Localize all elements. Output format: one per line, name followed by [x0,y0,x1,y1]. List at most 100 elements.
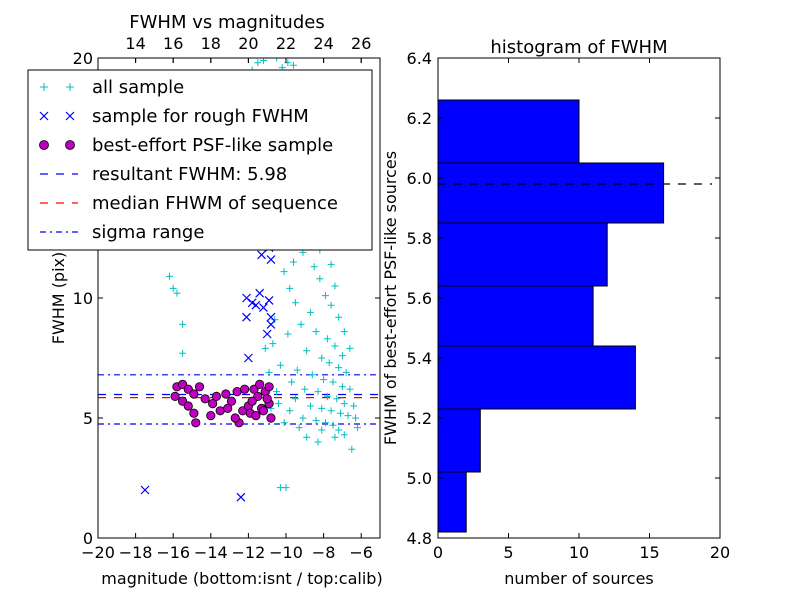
point-+-0-38 [321,292,329,300]
point-+-0-98 [286,407,294,415]
histogram-x-axis-label: number of sources [504,569,654,588]
histogram-bar-4 [437,222,608,287]
scatter-x-tick-label: −8 [312,543,336,562]
point-+-0-54 [301,385,309,393]
scatter-y-tick-label: 10 [73,289,93,308]
point-+-0-58 [340,400,348,408]
point-o-2-6 [208,398,218,409]
point-+-0-56 [323,392,331,400]
histogram-y-tick-label: 5.4 [407,349,432,368]
point-+-0-23 [284,330,292,338]
point-x-1-5 [255,288,265,298]
point-+-0-66 [321,419,329,427]
point-o-2-30 [211,391,222,401]
point-o-2-9 [226,396,237,406]
point-o-2-25 [251,410,261,421]
point-x-1-14 [266,255,276,265]
histogram-x-tick-label: 0 [433,543,443,562]
point-x-1-10 [264,295,274,305]
legend-marker-1 [39,111,49,121]
point-o-2-32 [247,396,257,406]
point-+-0-95 [269,340,277,348]
scatter-y-tick-label: 20 [73,49,93,68]
point-+-0-60 [318,404,326,412]
histogram-y-tick-label: 6.4 [407,49,432,68]
point-+-0-16 [335,426,343,434]
legend-frame [27,69,373,251]
legend-label-2: best-effort PSF-like sample [92,135,333,156]
point-+-0-102 [314,438,322,446]
point-x-1-8 [262,329,272,339]
scatter-y-tick-label: 5 [83,409,93,428]
point-+-0-70 [352,414,360,422]
point-+-0-48 [335,364,343,372]
point-+-0-81 [338,352,346,360]
point-+-0-59 [306,402,314,410]
histogram-bar-6 [437,99,580,164]
point-+-0-37 [316,275,324,283]
scatter-x-tick-label: −16 [156,543,190,562]
scatter-top-tick-label: 24 [313,34,333,53]
point-o-2-7 [215,406,225,416]
point-+-0-67 [342,368,350,376]
point-o-2-5 [200,394,210,404]
point-+-0-99 [280,419,288,427]
point-+-0-82 [291,299,299,307]
point-+-0-21 [273,388,281,396]
point-o-2-28 [264,382,274,392]
point-+-0-40 [306,308,314,316]
point-x-1-6 [259,303,268,313]
point-+-0-94 [261,344,269,352]
histogram-x-tick-label: 20 [710,543,730,562]
histogram-bar-5 [437,162,665,224]
histogram-y-tick-label: 6.0 [407,169,432,188]
point-+-0-14 [348,445,356,453]
point-+-0-101 [303,433,311,441]
histogram-y-tick-label: 5.6 [407,289,432,308]
point-+-0-41 [297,320,305,328]
point-+-0-4 [179,349,187,357]
point-+-0-79 [335,313,343,321]
legend-label-5: sigma range [92,222,204,243]
scatter-axes: −20 −18 −16 −14 −12 −10 −8 −6 14 16 18 20 22 24 26 0 5 10… [73,34,381,562]
point-+-0-83 [280,268,288,276]
histogram-x-tick-label: 5 [503,543,513,562]
point-+-0-63 [344,412,352,420]
point-+-0-3 [179,320,187,328]
point-+-0-57 [333,395,341,403]
scatter-panel: FWHM vs magnitudes −20 −18 −16 −14 −12 −10 −8−… [27,12,383,588]
point-+-0-55 [314,388,322,396]
histogram-title: histogram of FWHM [490,37,667,58]
point-+-0-96 [288,378,296,386]
point-o-2-20 [183,401,193,411]
point-x-1-1 [236,492,246,502]
scatter-title: FWHM vs magnitudes [129,12,324,33]
point-+-0-8 [273,58,281,62]
point-+-0-61 [327,407,335,415]
scatter-top-tick-label: 26 [351,34,371,53]
legend-marker-0 [40,83,48,91]
point-+-0-36 [310,263,318,271]
legend-marker-2 [39,140,49,150]
point-x-1-9 [266,319,276,329]
point-+-0-47 [325,359,333,367]
point-x-1-3 [242,312,251,322]
point-+-0-22 [276,361,284,369]
legend-marker-0 [66,83,74,91]
histogram-plot-area [437,99,712,533]
histogram-bar-3 [437,285,594,347]
point-+-0-15 [340,431,348,439]
histogram-y-tick-label: 6.2 [407,109,432,128]
point-+-0-42 [312,328,320,336]
point-+-0-50 [308,371,316,379]
point-+-0-71 [353,424,361,432]
point-+-0-45 [303,347,311,355]
histogram-y-axis-label: FWHM of best-effort PSF-like sources [381,151,400,445]
histogram-bar-0 [437,471,467,533]
legend-label-1: sample for rough FWHM [92,106,309,127]
point-o-2-3 [189,389,199,399]
scatter-y-tick-label: 0 [83,529,93,548]
point-o-2-29 [189,408,199,418]
legend-label-3: resultant FWHM: 5.98 [92,164,287,185]
point-+-0-13 [282,484,290,492]
